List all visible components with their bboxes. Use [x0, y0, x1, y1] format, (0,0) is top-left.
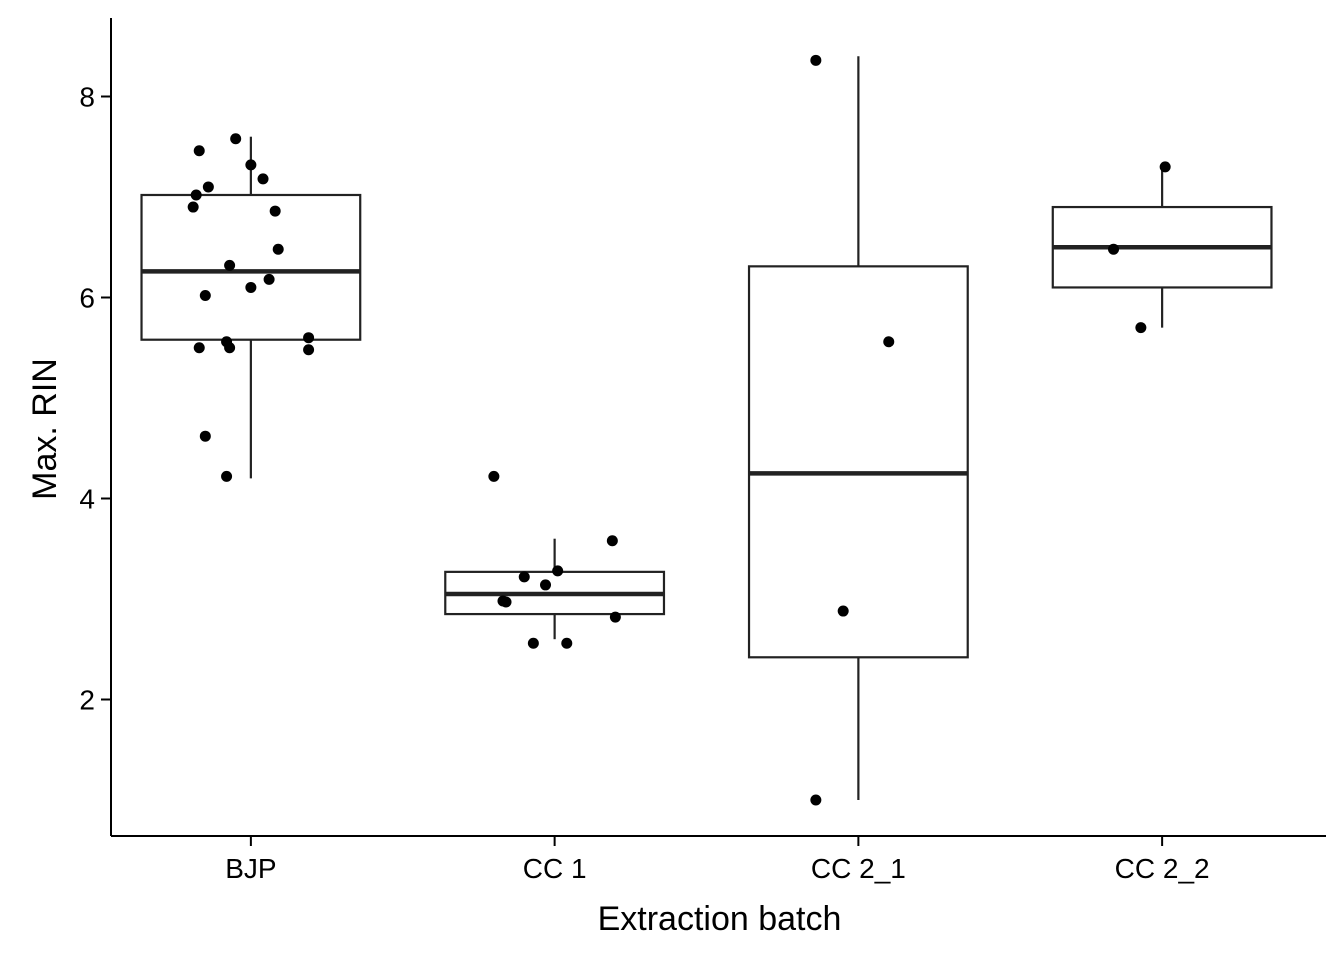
box [140, 193, 362, 341]
x-tick-label: CC 1 [523, 853, 587, 884]
y-tick-label: 8 [79, 82, 95, 113]
data-point [230, 133, 242, 145]
data-point [245, 281, 257, 293]
data-point [606, 535, 618, 547]
box [747, 265, 969, 659]
data-point [810, 794, 822, 806]
data-point [224, 342, 236, 354]
x-tick-label: BJP [225, 853, 276, 884]
data-point [303, 332, 315, 344]
data-point [837, 605, 849, 617]
data-point [527, 637, 539, 649]
y-axis-title: Max. RIN [26, 358, 64, 500]
box-group [140, 136, 362, 479]
data-point [540, 579, 552, 591]
y-tick-label: 2 [79, 685, 95, 716]
data-point [1108, 243, 1120, 255]
data-point [269, 205, 281, 217]
data-point [518, 571, 530, 583]
data-point [199, 430, 211, 442]
data-point [245, 159, 257, 171]
data-point [1135, 322, 1147, 334]
box-group [747, 56, 969, 800]
data-point [883, 336, 895, 348]
x-tick-label: CC 2_1 [811, 853, 906, 884]
data-point [190, 189, 202, 201]
plot-area [140, 54, 1273, 806]
data-point [561, 637, 573, 649]
data-point [257, 173, 269, 185]
box-group [1051, 166, 1273, 328]
box-group [444, 538, 666, 640]
data-point [193, 145, 205, 157]
data-point [199, 289, 211, 301]
data-point [263, 273, 275, 285]
x-tick-label: CC 2_2 [1115, 853, 1210, 884]
data-point [187, 201, 199, 213]
data-point [552, 565, 564, 577]
data-point [810, 54, 822, 66]
points-layer [187, 54, 1171, 806]
data-point [221, 470, 233, 482]
data-point [202, 181, 214, 193]
data-point [224, 259, 236, 271]
x-axis-ticks: BJP CC 1 CC 2_1 CC 2_2 [225, 836, 1210, 884]
data-point [303, 344, 315, 356]
data-point [193, 342, 205, 354]
data-point [609, 611, 621, 623]
data-point [1159, 161, 1171, 173]
y-tick-label: 6 [79, 283, 95, 314]
data-point [500, 596, 512, 608]
data-point [272, 243, 284, 255]
y-tick-label: 4 [79, 484, 95, 515]
y-axis-ticks: 2 4 6 8 [79, 82, 111, 716]
x-axis-title: Extraction batch [598, 900, 842, 938]
data-point [488, 470, 500, 482]
